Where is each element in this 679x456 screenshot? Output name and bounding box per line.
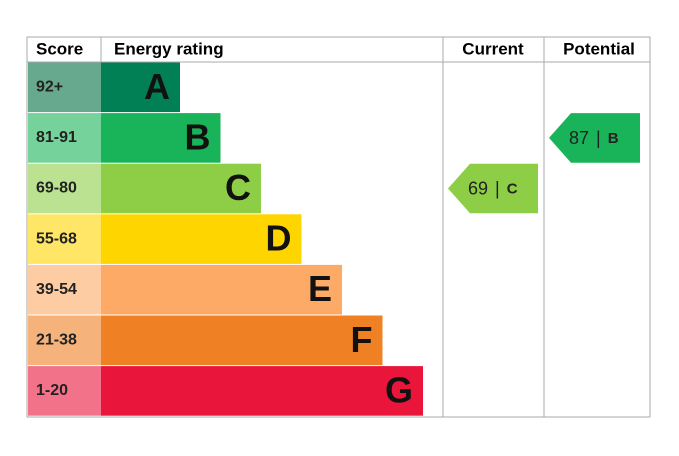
rating-separator: | [596, 128, 601, 148]
rating-arrow [549, 113, 640, 163]
band-range: 1-20 [36, 382, 68, 399]
band-letter: B [185, 116, 211, 157]
band-range: 81-91 [36, 129, 77, 146]
band-letter: E [308, 268, 332, 309]
rating-label: 69 | C [468, 178, 518, 198]
rating-label: 87 | B [569, 128, 619, 148]
band-range: 55-68 [36, 230, 77, 247]
score-cell [28, 366, 101, 416]
band-bar [101, 214, 302, 264]
band-letter: C [225, 167, 251, 208]
score-cell [28, 315, 101, 366]
frame [26, 36, 651, 418]
header-potential: Potential [563, 39, 635, 58]
band-letter: A [144, 66, 170, 107]
band-bar [101, 264, 342, 315]
band-range: 69-80 [36, 180, 77, 197]
rating-band: B [608, 130, 619, 147]
score-cell [28, 264, 101, 315]
rating-score: 87 [569, 128, 589, 148]
rating-score: 69 [468, 178, 488, 198]
rating-band: C [507, 180, 518, 197]
score-cell [28, 163, 101, 214]
band-bar [101, 366, 423, 416]
band-bar [101, 62, 180, 113]
score-cell [28, 62, 101, 113]
band-bar [101, 163, 261, 214]
band-letter: D [266, 218, 292, 259]
band-letter: G [385, 369, 413, 410]
band-range: 39-54 [36, 281, 77, 298]
score-cell [28, 113, 101, 163]
band-bar [101, 113, 221, 163]
band-bar [101, 315, 383, 366]
rating-separator: | [495, 178, 500, 198]
band-range: 21-38 [36, 332, 77, 349]
header-score: Score [36, 39, 83, 58]
rating-arrow [448, 163, 538, 214]
band-range: 92+ [36, 79, 63, 96]
band-letter: F [351, 319, 373, 360]
score-cell [28, 214, 101, 264]
header-rating: Energy rating [114, 39, 224, 58]
header-current: Current [462, 39, 524, 58]
